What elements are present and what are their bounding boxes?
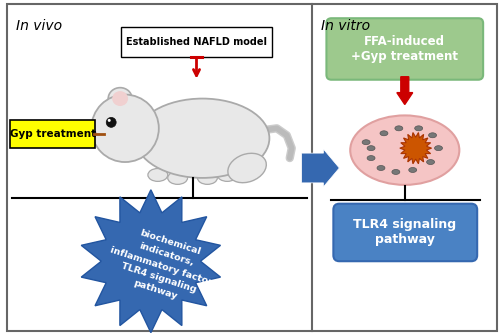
Text: biochemical
indicators,
inflammatory factor,
TLR4 signaling
pathway: biochemical indicators, inflammatory fac… <box>102 221 224 311</box>
Ellipse shape <box>148 169 168 181</box>
FancyArrow shape <box>302 149 340 187</box>
FancyBboxPatch shape <box>7 4 497 331</box>
Text: FFA-induced
+Gyp treatment: FFA-induced +Gyp treatment <box>352 35 459 63</box>
Ellipse shape <box>380 131 388 136</box>
Circle shape <box>92 94 159 162</box>
Ellipse shape <box>392 170 400 175</box>
Text: TLR4 signaling
pathway: TLR4 signaling pathway <box>353 218 457 247</box>
Ellipse shape <box>377 165 385 171</box>
Text: In vivo: In vivo <box>16 19 62 33</box>
Ellipse shape <box>395 126 403 131</box>
FancyBboxPatch shape <box>334 204 477 261</box>
Ellipse shape <box>426 159 434 164</box>
Circle shape <box>108 119 110 122</box>
Ellipse shape <box>198 172 218 184</box>
FancyBboxPatch shape <box>326 18 483 80</box>
Text: Established NAFLD model: Established NAFLD model <box>126 37 267 47</box>
Ellipse shape <box>414 126 422 131</box>
Ellipse shape <box>112 91 128 106</box>
Ellipse shape <box>409 168 416 173</box>
Ellipse shape <box>168 172 188 184</box>
Text: In vitro: In vitro <box>322 19 370 33</box>
Ellipse shape <box>350 116 460 185</box>
Ellipse shape <box>136 98 270 178</box>
FancyBboxPatch shape <box>10 120 96 148</box>
Ellipse shape <box>90 131 97 136</box>
FancyBboxPatch shape <box>121 27 272 57</box>
Ellipse shape <box>367 155 375 160</box>
Polygon shape <box>82 190 220 333</box>
Polygon shape <box>400 133 432 164</box>
Ellipse shape <box>362 140 370 145</box>
Circle shape <box>106 117 116 127</box>
Ellipse shape <box>228 153 266 183</box>
Ellipse shape <box>428 133 436 138</box>
FancyArrow shape <box>397 77 412 105</box>
Ellipse shape <box>108 88 132 110</box>
Text: Gyp treatment: Gyp treatment <box>10 129 96 139</box>
Ellipse shape <box>218 169 237 181</box>
Ellipse shape <box>434 146 442 151</box>
Ellipse shape <box>367 146 375 151</box>
